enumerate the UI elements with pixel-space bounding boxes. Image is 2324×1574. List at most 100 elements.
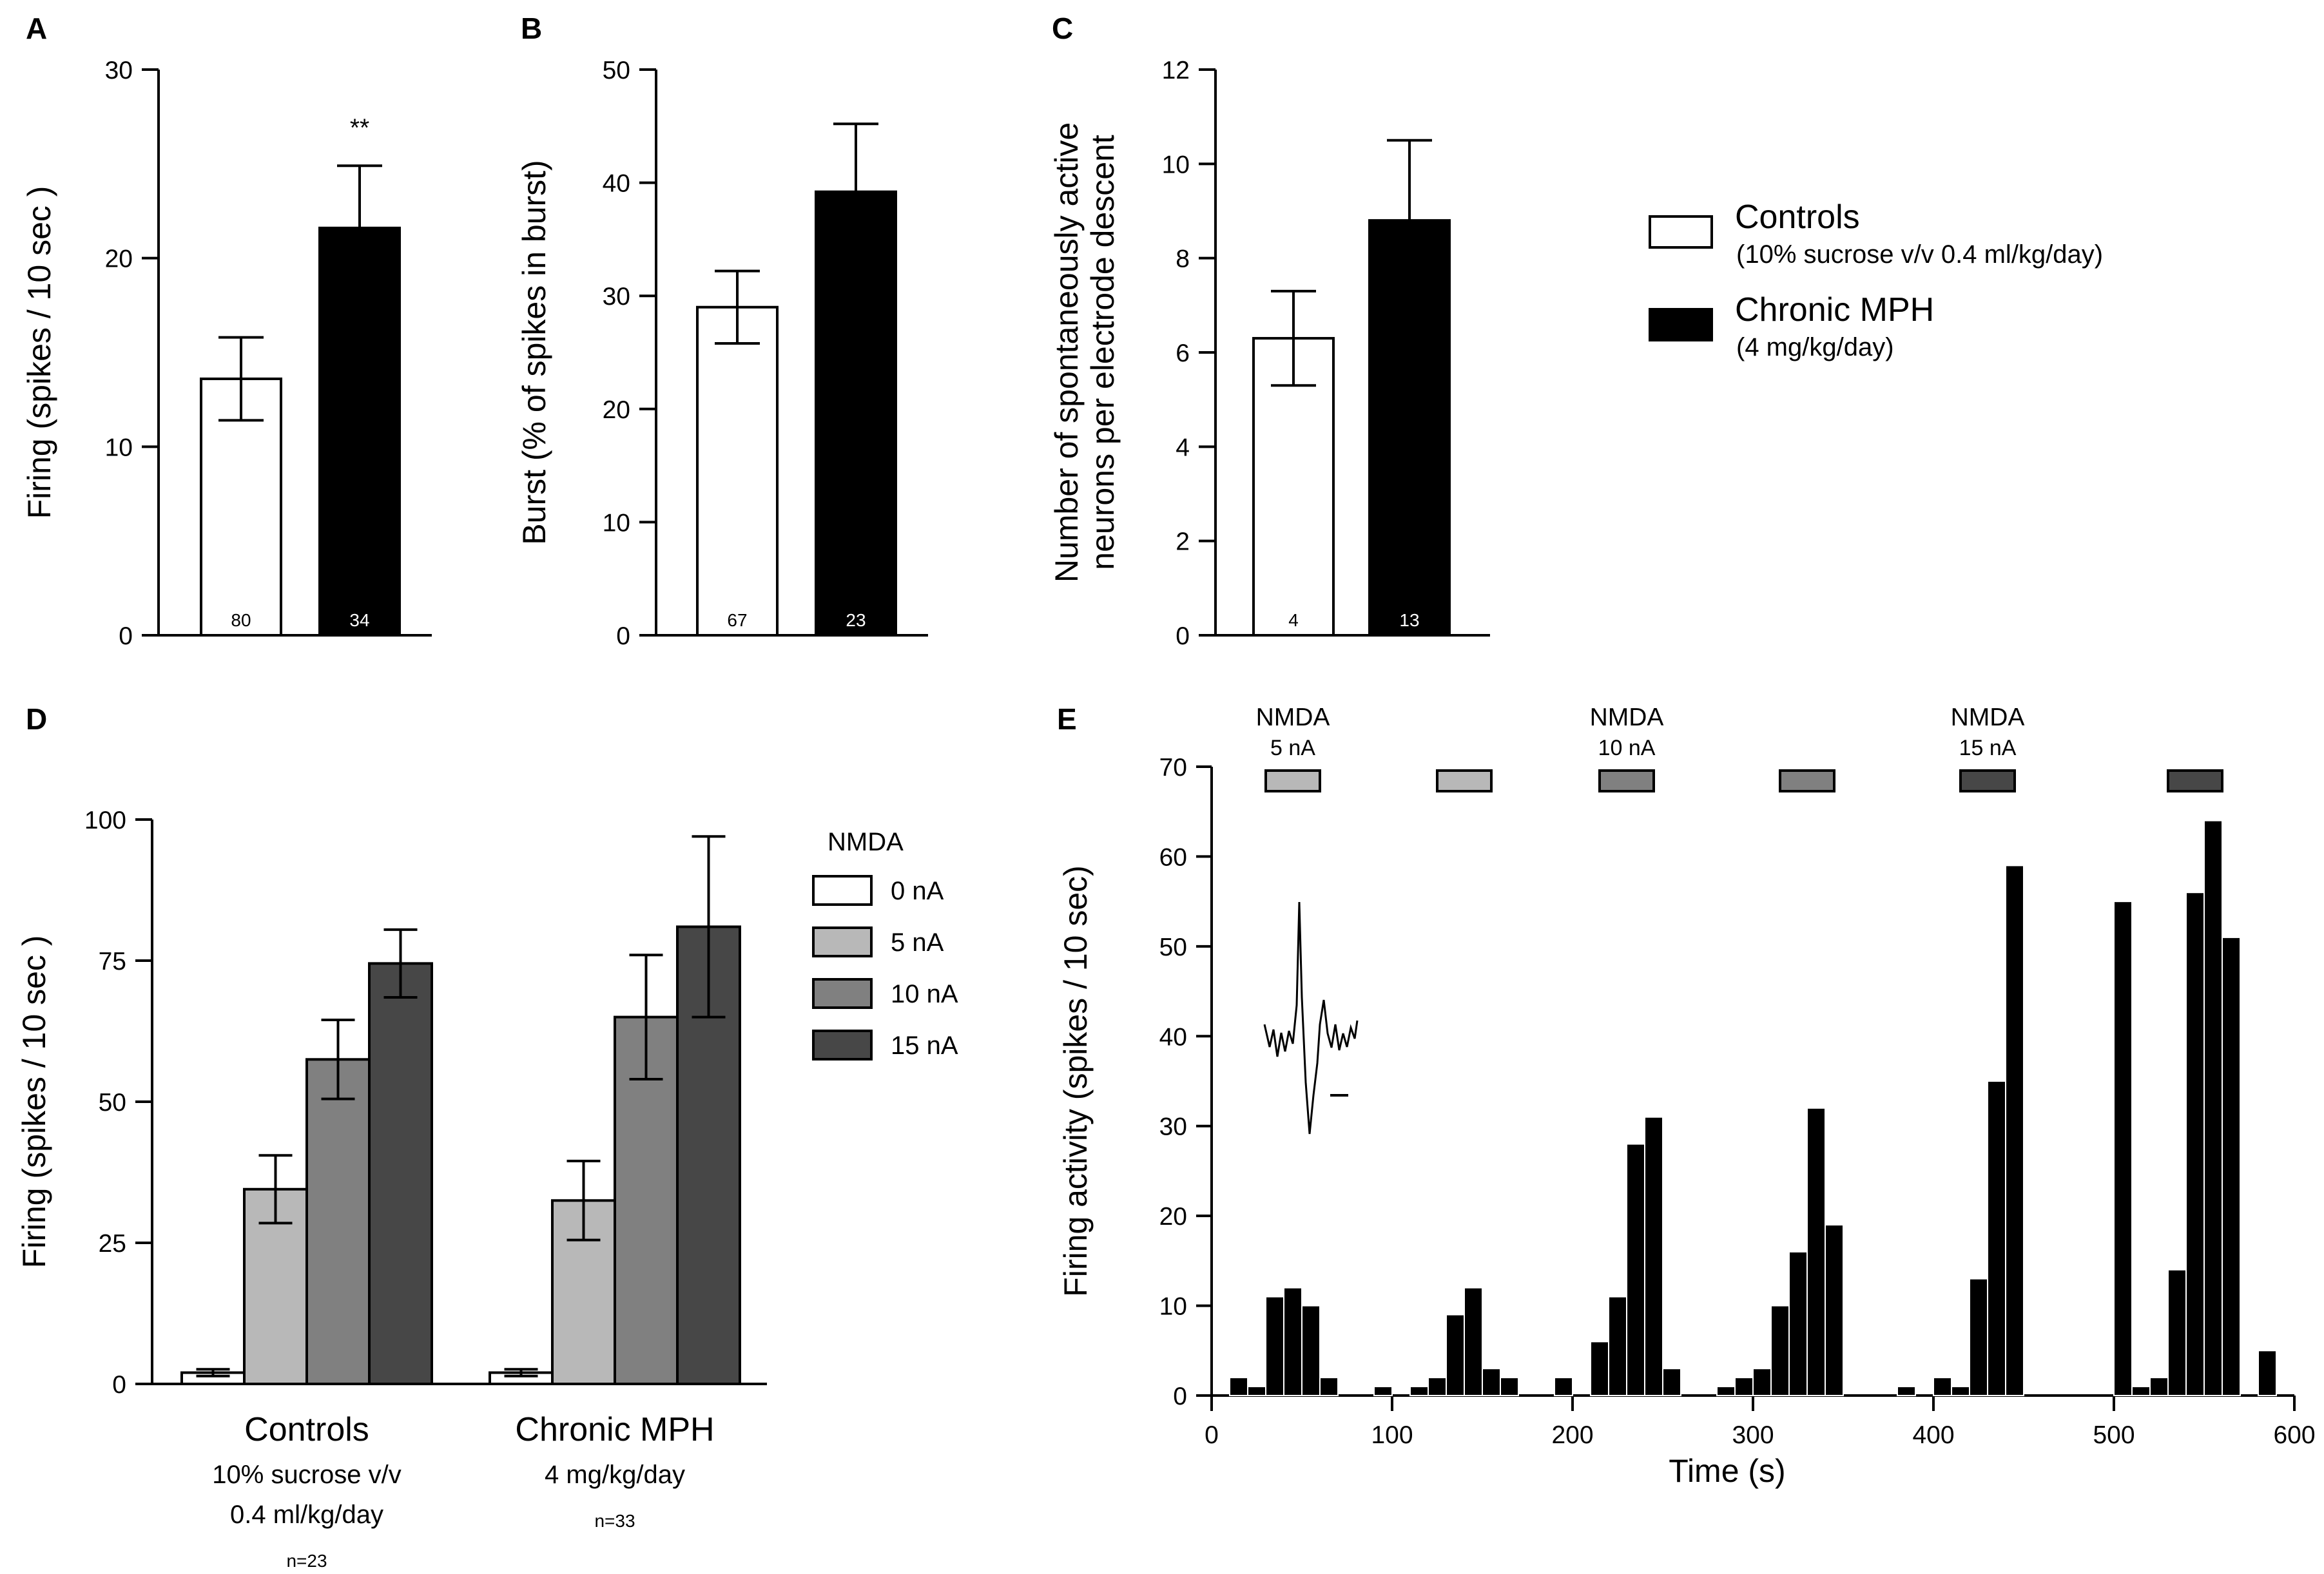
panel-letter-d: D (26, 702, 47, 736)
panel-d-n-label: n=33 (594, 1511, 635, 1531)
panel-e-y-tick-label: 30 (1159, 1113, 1187, 1141)
panel-e-bar (1373, 1386, 1393, 1396)
panel-a-bar (318, 226, 401, 637)
panel-c-n-label: 4 (1288, 610, 1299, 630)
panel-e-bar (2005, 865, 2024, 1397)
legend-nmda-label: 10 nA (891, 980, 958, 1008)
panel-e-bar (1229, 1377, 1248, 1396)
panel-e-y-tick-label: 70 (1159, 754, 1187, 782)
panel-a-n-label: 80 (231, 610, 251, 630)
panel-e-stimulus-bar (1598, 769, 1655, 792)
panel-a-y-tick-label: 30 (105, 57, 133, 84)
panel-e-bar (2149, 1377, 2169, 1396)
panel-e-bar (1987, 1080, 2006, 1396)
panel-a-y-tick-label: 0 (119, 622, 133, 650)
panel-e-stimulus-bar (1264, 769, 1321, 792)
panel-e-stimulus-label: NMDA (1951, 704, 2025, 731)
legend-nmda-swatch (812, 978, 873, 1009)
panel-a-y-label: Firing (spikes / 10 sec ) (21, 186, 57, 519)
panel-e-x-tick-label: 400 (1912, 1421, 1954, 1449)
legend-sublabel: (10% sucrose v/v 0.4 ml/kg/day) (1736, 240, 2103, 269)
panel-e-y-label: Firing activity (spikes / 10 sec) (1058, 865, 1094, 1297)
panel-e-bar (1825, 1224, 1844, 1396)
panel-e-bar (2131, 1386, 2151, 1396)
legend-label: Chronic MPH (1735, 291, 1934, 329)
panel-e-stimulus-current: 5 nA (1270, 736, 1315, 760)
panel-d-bar (368, 962, 433, 1385)
legend-nmda-label: 5 nA (891, 928, 944, 957)
legend-nmda-swatch (812, 926, 873, 957)
legend-nmda-label: 0 nA (891, 877, 944, 905)
panel-e-x-tick-label: 200 (1551, 1421, 1593, 1449)
panel-d-y-tick-label: 100 (84, 807, 126, 834)
panel-e-bar (1662, 1368, 1681, 1396)
panel-c-y-tick-label: 8 (1176, 245, 1190, 273)
legend-swatch-controls (1649, 215, 1713, 249)
panel-d-y-tick-label: 0 (112, 1371, 126, 1399)
panel-d-bar (305, 1058, 371, 1386)
panel-b-y-tick-label: 20 (603, 396, 630, 424)
legend-nmda-title: NMDA (828, 828, 904, 856)
panel-e-stimulus-bar (1779, 769, 1835, 792)
panel-d-group-label: Chronic MPH (515, 1411, 714, 1448)
panel-e-bar (2167, 1269, 2187, 1397)
panel-b-chart: 0 10 20 30 40 50 67 23 Burst (% of spikes in bur… (516, 57, 928, 650)
legend-label: Controls (1735, 198, 1860, 236)
panel-e-stimulus-current: 15 nA (1959, 736, 2017, 760)
panel-e-bar (1265, 1296, 1284, 1396)
legend-nmda-swatch (812, 875, 873, 906)
panel-a-y-tick-label: 20 (105, 245, 133, 273)
panel-e-bar (1897, 1386, 1916, 1396)
panel-d-y-label: Firing (spikes / 10 sec ) (16, 936, 52, 1269)
panel-e-y-tick-label: 40 (1159, 1023, 1187, 1051)
panel-e-bar (1446, 1314, 1465, 1396)
panel-e-bar (2222, 936, 2241, 1396)
panel-e-bar (2185, 892, 2205, 1396)
panel-e-spike-waveform-inset (1263, 901, 1359, 1135)
panel-e-stimulus-bar (2167, 769, 2223, 792)
panel-e-x-tick-label: 600 (2273, 1421, 2315, 1449)
panel-e-bar (1951, 1386, 1970, 1396)
panel-d-group-sublabel: 0.4 ml/kg/day (230, 1501, 383, 1529)
panel-c-y-tick-label: 6 (1176, 340, 1190, 367)
legend-sublabel: (4 mg/kg/day) (1736, 333, 1894, 361)
panel-e-x-tick-label: 500 (2093, 1421, 2135, 1449)
panel-b-y-label: Burst (% of spikes in burst) (516, 160, 552, 544)
panel-e-bar (1626, 1143, 1645, 1396)
legend-swatch-chronic-mph (1649, 308, 1713, 341)
panel-d-n-label: n=23 (286, 1551, 327, 1571)
panel-e-y-tick-label: 10 (1159, 1293, 1187, 1321)
panel-e-bar (1788, 1251, 1808, 1397)
panel-b-n-label: 67 (727, 610, 747, 630)
panel-e-bar (1806, 1107, 1826, 1397)
panel-b-bar (815, 190, 897, 637)
panel-e-stimulus-label: NMDA (1256, 704, 1330, 731)
panel-c-n-label: 13 (1399, 610, 1419, 630)
panel-e-stimulus-bar (1959, 769, 2016, 792)
panel-b-y-tick-label: 10 (603, 509, 630, 537)
panel-a-n-label: 34 (349, 610, 369, 630)
panel-e-bar (1482, 1368, 1501, 1396)
legend-nmda-label: 15 nA (891, 1032, 958, 1060)
panel-e-bar (2203, 820, 2223, 1396)
panel-e-bar (1969, 1278, 1988, 1396)
panel-e-bar (1500, 1377, 1519, 1396)
legend-treatment: Controls (10% sucrose v/v 0.4 ml/kg/day) C… (1649, 198, 2103, 361)
panel-b-n-label: 23 (846, 610, 866, 630)
panel-e-chart: 0 10 20 30 40 50 60 70 0 100 200 300 400 500 600 NMDA 5 … (1058, 704, 2316, 1489)
panel-e-bar (1319, 1377, 1339, 1396)
panel-e-bar (1608, 1296, 1627, 1396)
panel-a-y-tick-label: 10 (105, 434, 133, 461)
panel-e-bar (1590, 1341, 1609, 1396)
panel-e-y-tick-label: 60 (1159, 843, 1187, 871)
panel-d-y-tick-label: 50 (99, 1089, 126, 1117)
panel-d-group-sublabel: 4 mg/kg/day (545, 1461, 685, 1489)
panel-e-y-tick-label: 50 (1159, 934, 1187, 961)
panel-e-bar (1770, 1305, 1790, 1396)
panel-c-y-tick-label: 10 (1162, 151, 1190, 178)
panel-b-y-tick-label: 30 (603, 283, 630, 311)
panel-d-y-tick-label: 25 (99, 1230, 126, 1258)
panel-e-bar (1933, 1377, 1952, 1396)
panel-e-x-tick-label: 300 (1732, 1421, 1774, 1449)
panel-d-y-tick-label: 75 (99, 948, 126, 975)
